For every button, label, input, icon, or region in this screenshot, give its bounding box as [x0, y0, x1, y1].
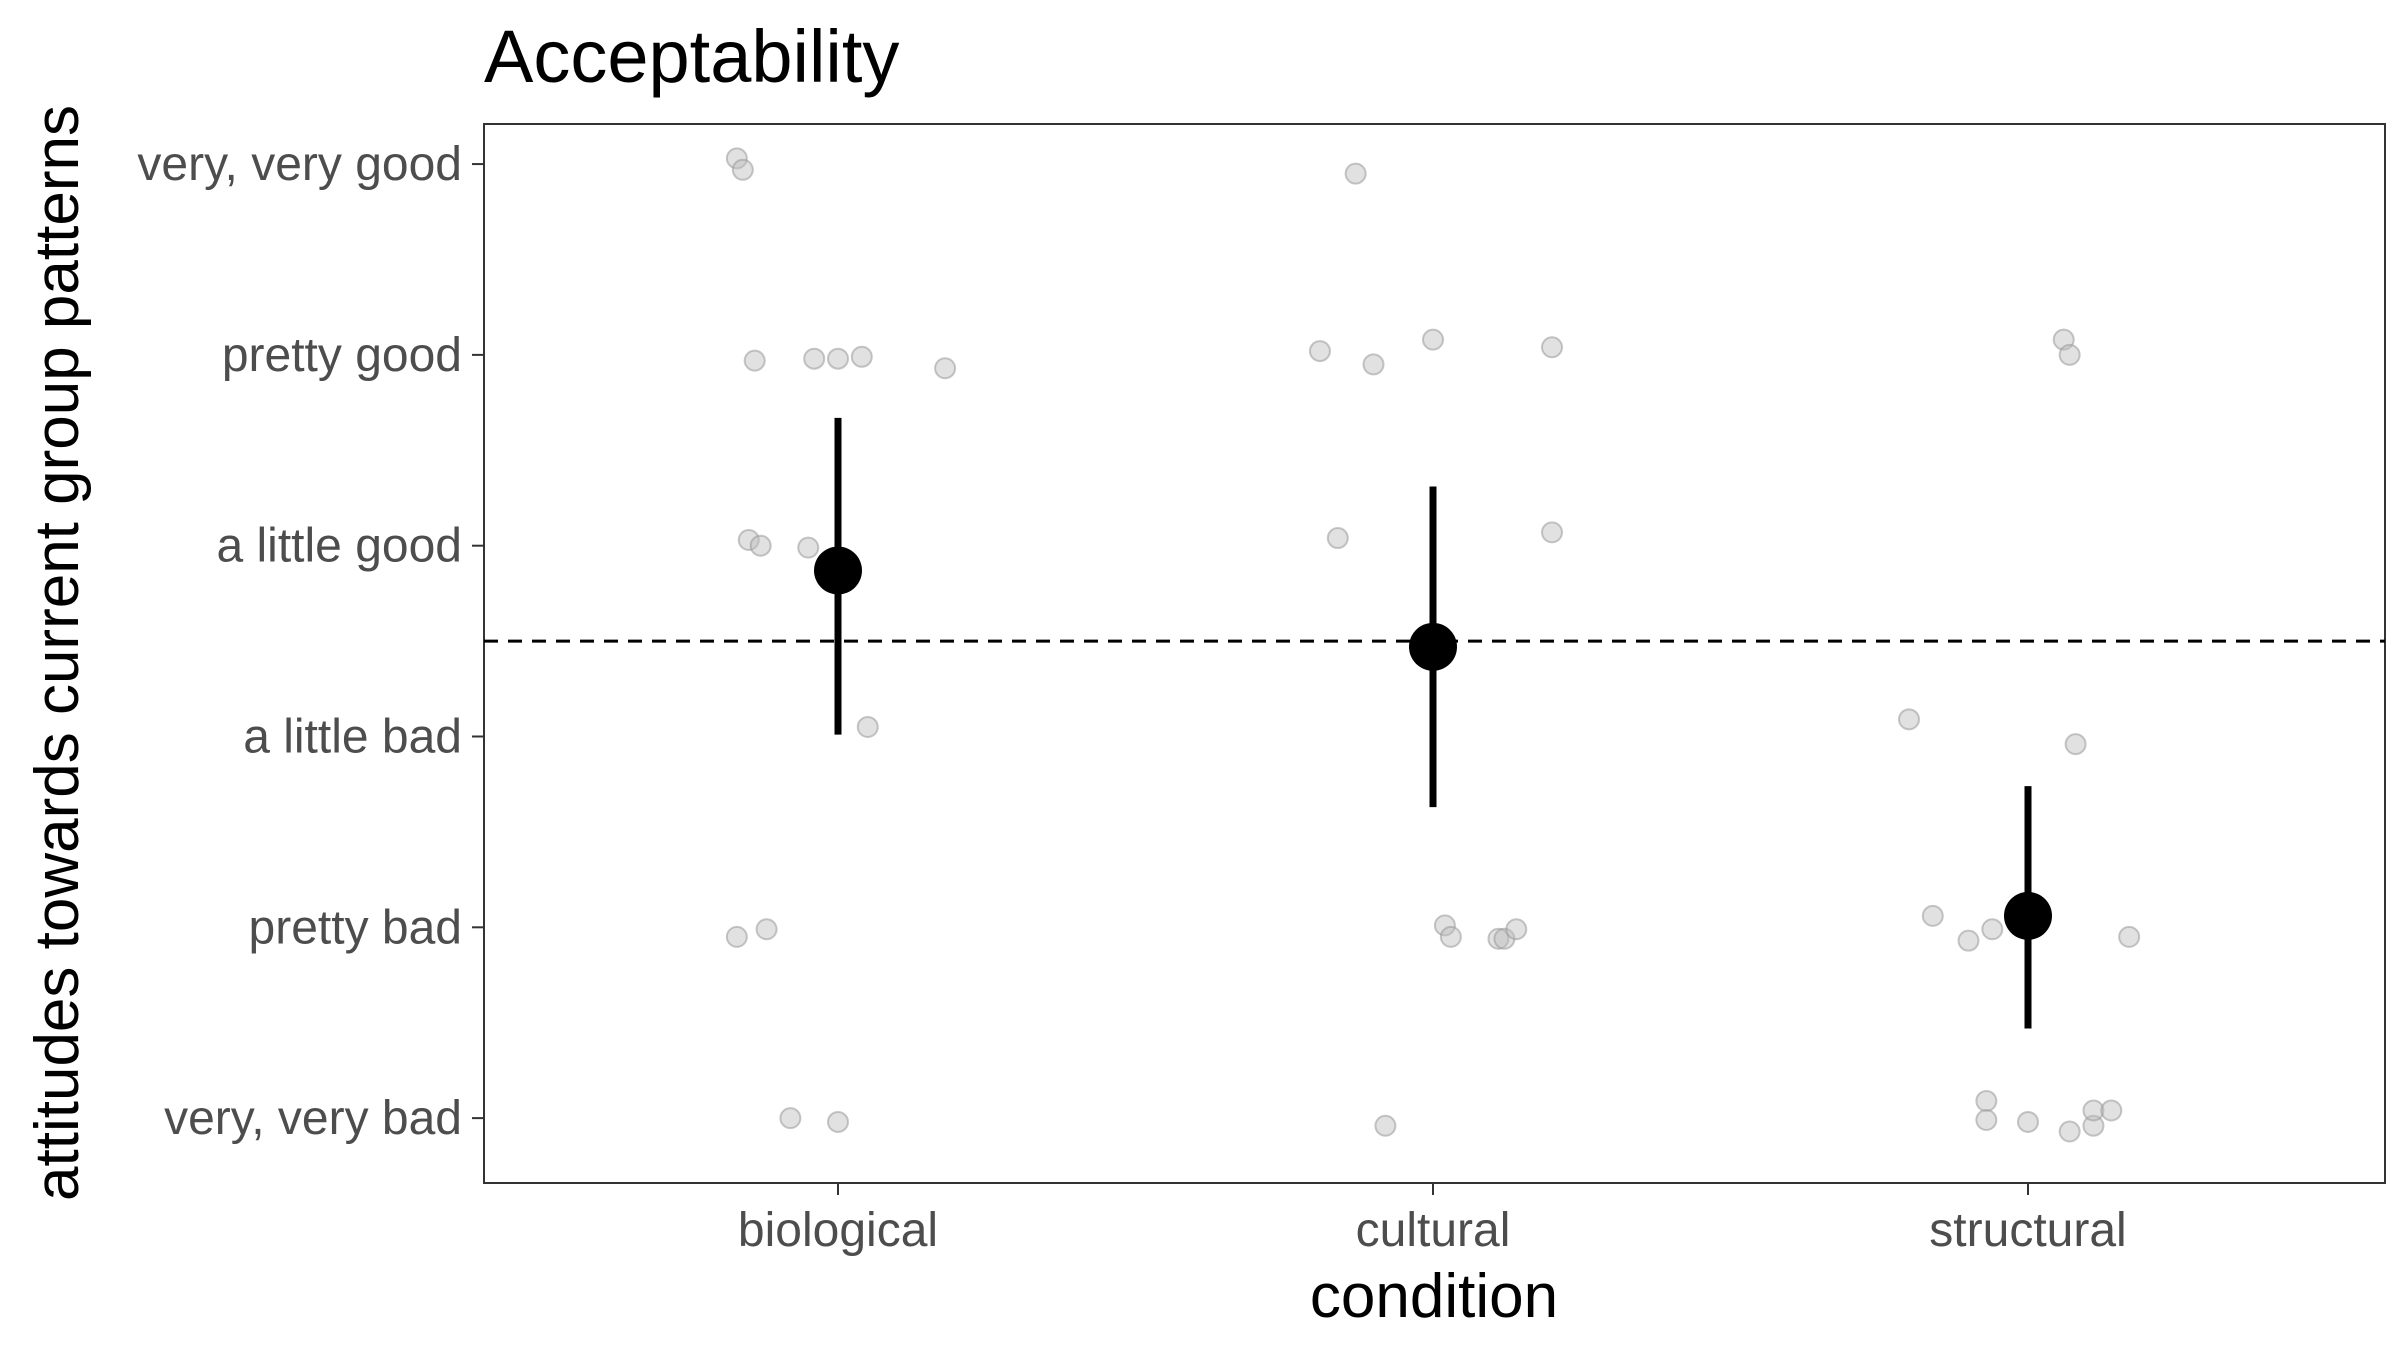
raw-point	[2082, 1114, 2105, 1137]
raw-point	[803, 347, 826, 370]
raw-point	[1541, 521, 1563, 544]
raw-point	[1326, 527, 1349, 550]
raw-points-layer	[725, 147, 2141, 1143]
raw-point	[2017, 1110, 2039, 1133]
raw-point	[2064, 733, 2087, 756]
raw-point	[1439, 925, 1462, 948]
raw-point	[797, 536, 820, 559]
y-tick-label: a little bad	[243, 711, 462, 764]
raw-point	[2058, 1120, 2081, 1143]
x-tick-label: cultural	[1356, 1204, 1511, 1257]
raw-point	[2118, 925, 2141, 948]
raw-point	[1975, 1089, 1998, 1112]
raw-point	[1975, 1109, 1998, 1132]
raw-point	[1487, 927, 1510, 950]
x-tick-label: structural	[1929, 1204, 2126, 1257]
y-tick-label: very, very good	[137, 138, 462, 191]
chart-title: Acceptability	[484, 15, 899, 98]
raw-point	[1433, 914, 1456, 937]
raw-point	[737, 528, 760, 551]
raw-point	[1541, 336, 1563, 359]
raw-point	[2082, 1099, 2105, 1122]
raw-point	[2100, 1099, 2123, 1122]
raw-point	[1957, 929, 1980, 952]
raw-point	[1921, 904, 1944, 927]
raw-point	[827, 1110, 849, 1133]
y-axis-title: attitudes towards current group patterns	[23, 105, 92, 1201]
raw-point	[1505, 918, 1528, 941]
y-tick-label: a little good	[216, 520, 462, 573]
raw-point	[2058, 343, 2081, 366]
raw-point	[1344, 162, 1367, 185]
raw-point	[743, 349, 766, 372]
y-tick-label: very, very bad	[164, 1092, 462, 1145]
raw-point	[856, 715, 879, 738]
raw-point	[725, 147, 748, 170]
raw-point	[1374, 1114, 1397, 1137]
mean-point	[814, 546, 862, 595]
x-axis: biological cultural structural	[738, 1183, 2127, 1257]
raw-point	[1981, 918, 2004, 941]
raw-point	[850, 345, 873, 368]
raw-point	[1898, 708, 1920, 731]
raw-point	[755, 918, 778, 941]
summary-layer	[814, 417, 2052, 1029]
y-tick-label: pretty good	[222, 329, 462, 382]
x-axis-title: condition	[1310, 1262, 1558, 1331]
mean-point	[1409, 622, 1457, 671]
raw-point	[827, 347, 849, 370]
raw-point	[779, 1107, 802, 1130]
y-axis: very, very bad pretty bad a little bad a li…	[137, 138, 484, 1145]
raw-point	[749, 534, 772, 557]
raw-point	[934, 357, 957, 380]
y-tick-label: pretty bad	[249, 901, 462, 954]
raw-point	[725, 925, 748, 948]
raw-point	[1422, 328, 1444, 351]
raw-point	[1362, 353, 1385, 376]
raw-point	[1308, 340, 1331, 363]
x-tick-label: biological	[738, 1204, 938, 1257]
mean-point	[2004, 891, 2052, 940]
raw-point	[731, 158, 754, 181]
plot-panel	[483, 123, 2386, 1184]
